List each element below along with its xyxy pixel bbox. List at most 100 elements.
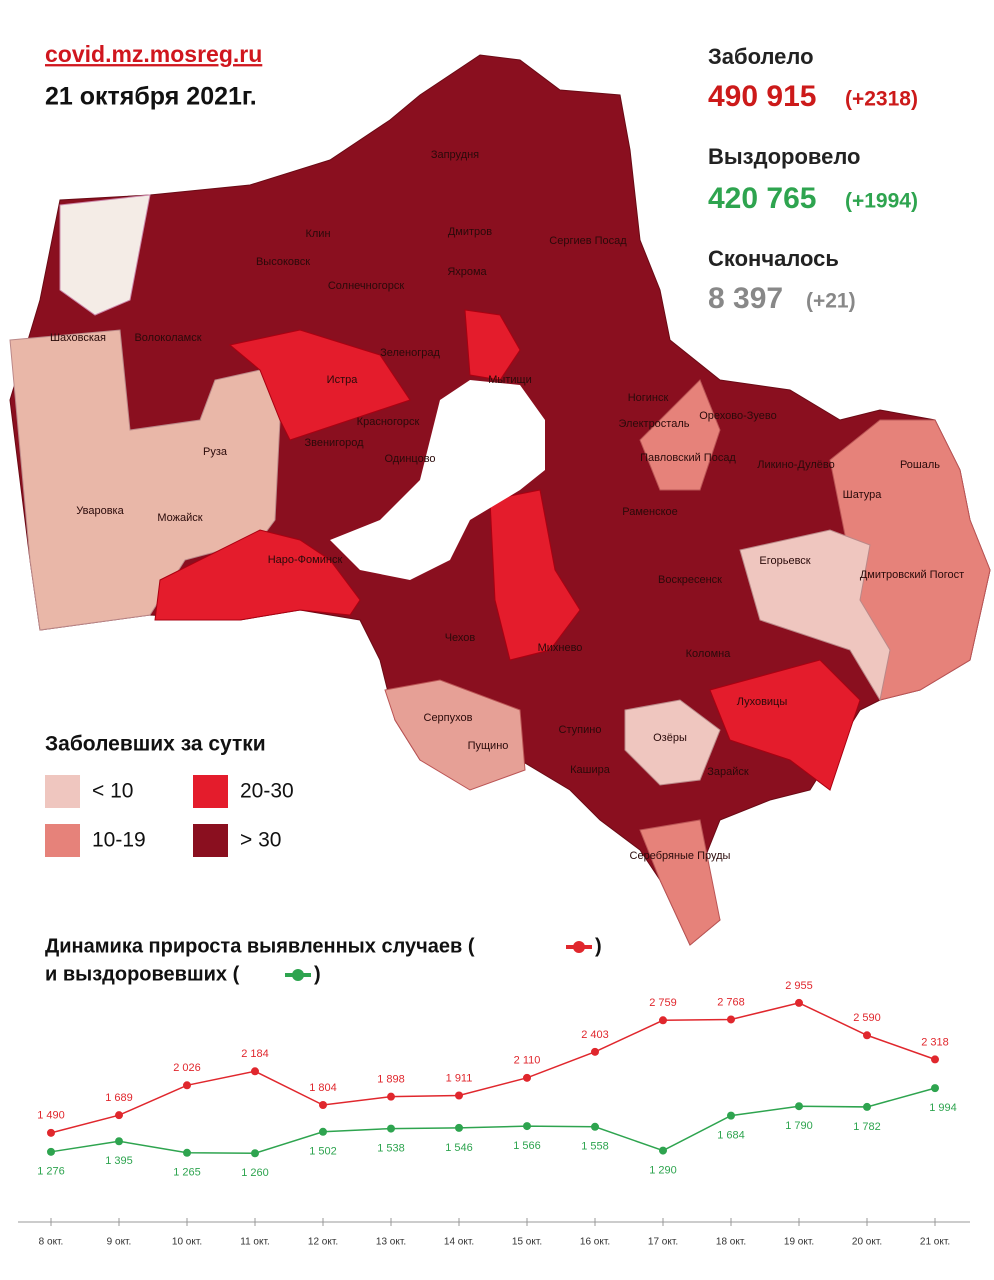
map-label: Серебряные Пруды [630,850,731,862]
data-point [251,1067,259,1076]
stat-value: 8 397 [708,282,783,315]
data-point [931,1055,939,1064]
data-label: 1 782 [853,1121,881,1133]
map-label: Сергиев Посад [549,235,627,247]
legend-swatch [45,775,80,808]
map-label: Зарайск [707,766,749,778]
map-label: Волоколамск [134,332,201,344]
legend-icon [573,941,585,953]
data-point [183,1081,191,1090]
data-label: 1 684 [717,1130,745,1142]
data-label: 2 026 [173,1062,201,1074]
region-bright [489,489,581,661]
map-label: Павловский Посад [640,452,736,464]
legend: Заболевших за сутки < 10 10-19 20-30 > 3… [45,733,294,857]
data-point [795,998,803,1007]
legend-title: Заболевших за сутки [45,733,266,756]
data-point [319,1100,327,1109]
data-label: 2 403 [581,1029,609,1041]
map-label: Раменское [622,506,678,518]
map-label: Солнечногорск [328,280,404,292]
map-label: Серпухов [424,712,473,724]
legend-swatch [45,824,80,857]
map-label: Егорьевск [759,555,810,567]
stat-value: 420 765 [708,182,816,215]
data-label: 1 502 [309,1146,337,1158]
region-medium [639,379,721,491]
region-light [739,529,891,702]
data-label: 1 276 [37,1166,65,1178]
data-label: 1 790 [785,1120,813,1132]
chart-subtitle: ) [314,963,321,985]
data-point [251,1149,259,1158]
legend-swatch [193,824,228,857]
map-label: Клин [305,228,330,240]
stat-value: 490 915 [708,80,816,113]
data-point [319,1127,327,1136]
region-light [9,329,281,631]
map-label: Наро-Фоминск [268,554,343,566]
series-line [50,1087,936,1154]
data-point [455,1123,463,1132]
data-label: 1 689 [105,1092,133,1104]
data-point [863,1031,871,1040]
region-medium [384,679,526,791]
data-point [591,1122,599,1131]
map-label: Чехов [445,632,476,644]
data-point [795,1102,803,1111]
map-label: Шаховская [50,332,106,344]
map-label: Мытищи [488,374,531,386]
map-label: Дмитровский Погост [860,569,964,581]
map-label: Дмитров [448,226,492,238]
line-chart: Динамика прироста выявленных случаев ( )… [18,935,970,1248]
data-point [387,1124,395,1133]
map-label: Красногорск [357,416,420,428]
stat-label: Скончалось [708,246,839,271]
data-label: 2 759 [649,997,677,1009]
map-label: Запрудня [431,149,479,161]
data-label: 2 955 [785,980,813,992]
chart-subtitle: и выздоровевших ( [45,963,240,985]
map-label: Ногинск [628,392,669,404]
map-label: Коломна [686,648,732,660]
legend-label: < 10 [92,780,133,803]
map: Дмитров Запрудня Клин Высоковск Солнечно… [9,54,991,946]
map-label: Истра [327,374,359,386]
legend-label: > 30 [240,829,281,852]
map-labels: Дмитров Запрудня Клин Высоковск Солнечно… [50,149,964,862]
data-label: 2 318 [921,1036,949,1048]
data-label: 1 994 [929,1102,957,1114]
x-tick-label: 17 окт. [648,1237,678,1248]
region-bright [154,529,361,621]
stat-delta: (+21) [806,290,856,313]
x-tick-label: 9 окт. [107,1237,132,1248]
map-label: Яхрома [447,266,487,278]
map-label: Можайск [157,512,202,524]
data-point [659,1016,667,1025]
map-label: Зеленоград [380,347,440,359]
data-point [659,1146,667,1155]
data-label: 1 911 [446,1072,473,1084]
x-tick-label: 12 окт. [308,1237,338,1248]
region-light [59,194,151,316]
data-point [455,1091,463,1100]
data-label: 1 558 [581,1141,609,1153]
map-label: Воскресенск [658,574,722,586]
chart-title: ) [595,935,602,957]
data-label: 1 490 [37,1110,65,1122]
x-tick-label: 11 окт. [240,1237,269,1248]
map-label: Орехово-Зуево [699,410,777,422]
data-label: 1 566 [513,1140,541,1152]
x-tick-label: 21 окт. [920,1237,950,1248]
site-link[interactable]: covid.mz.mosreg.ru [45,41,262,67]
data-label: 2 768 [717,996,745,1008]
map-label: Рошаль [900,459,940,471]
legend-label: 10-19 [92,829,146,852]
legend-swatch [193,775,228,808]
x-tick-label: 10 окт. [172,1237,202,1248]
report-date: 21 октября 2021г. [45,83,257,111]
x-tick-label: 13 окт. [376,1237,406,1248]
map-label: Луховицы [737,696,788,708]
